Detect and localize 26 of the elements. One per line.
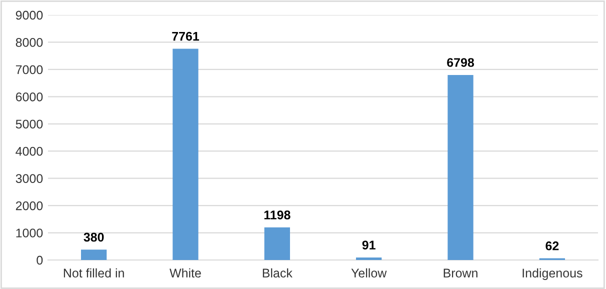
bar	[264, 227, 290, 260]
x-tick-label: Not filled in	[64, 268, 124, 278]
data-label: 62	[546, 241, 559, 250]
y-tick-label: 3000	[16, 174, 43, 183]
x-tick-label: White	[170, 268, 201, 278]
data-label: 91	[362, 240, 376, 250]
data-label: 6798	[447, 58, 474, 67]
y-tick-label: 8000	[16, 38, 43, 47]
y-tick-label: 7000	[16, 65, 43, 74]
x-tick-label: Brown	[444, 268, 478, 278]
x-tick-label: Indigenous	[522, 268, 582, 280]
y-tick-label: 4000	[16, 146, 43, 156]
bar	[81, 250, 107, 260]
y-tick-label: 5000	[16, 120, 43, 129]
bar	[448, 74, 474, 260]
y-tick-label: 9000	[16, 10, 43, 20]
y-tick-label: 0	[36, 256, 43, 265]
bar	[172, 48, 198, 260]
data-label: 1198	[264, 210, 290, 220]
data-label: 7761	[172, 32, 200, 41]
data-label: 380	[84, 232, 104, 242]
x-tick-label: Yellow	[351, 268, 387, 278]
y-tick-label: 6000	[16, 92, 43, 102]
x-tick-label: Black	[262, 268, 292, 278]
y-tick-label: 1000	[16, 228, 43, 238]
y-tick-label: 2000	[16, 201, 43, 210]
